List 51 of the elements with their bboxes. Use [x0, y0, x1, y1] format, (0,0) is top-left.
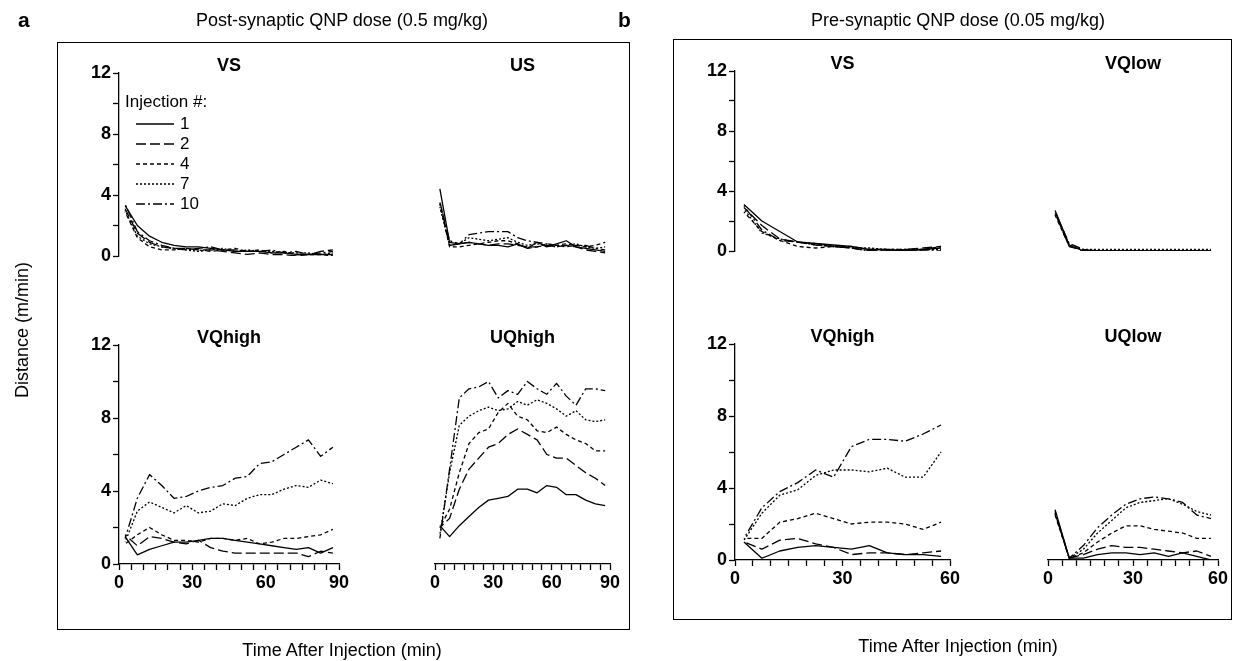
y-tick-label: 8	[100, 122, 111, 143]
text: b	[618, 8, 631, 32]
y-tick-label: 8	[100, 406, 111, 427]
x-tick-label: 0	[729, 567, 741, 588]
x-axis-title: Time After Injection (min)	[858, 636, 1058, 657]
chart-title: VQhigh	[810, 325, 875, 346]
chart-title: VQlow	[1104, 52, 1162, 73]
x-tick-label: 60	[939, 567, 961, 588]
y-tick-label: 12	[90, 333, 111, 354]
y-tick-label: 12	[706, 332, 727, 353]
text: a	[18, 8, 30, 32]
y-tick-label: 4	[716, 476, 727, 497]
legend-label: 10	[180, 193, 199, 213]
x-tick-label: 30	[182, 571, 203, 592]
y-tick-label: 8	[716, 404, 727, 425]
chart-title: VQhigh	[197, 326, 261, 347]
legend-label: 1	[180, 113, 190, 133]
y-tick-label: 0	[100, 552, 111, 573]
y-tick-label: 0	[100, 244, 111, 265]
y-tick-label: 8	[716, 119, 727, 140]
x-tick-label: 60	[255, 571, 276, 592]
x-axis-title: Time After Injection (min)	[242, 640, 442, 661]
y-axis-title: Distance (m/min)	[11, 261, 33, 399]
y-tick-label: 4	[716, 179, 727, 200]
chart-title: US	[509, 54, 536, 75]
x-tick-label: 0	[1042, 567, 1054, 588]
y-tick-label: 0	[716, 239, 727, 260]
legend-label: 2	[180, 133, 190, 153]
legend-label: 4	[180, 153, 190, 173]
chart-title: VS	[830, 52, 855, 73]
y-tick-label: 12	[90, 61, 111, 82]
x-tick-label: 60	[541, 571, 562, 592]
chart-title: UQlow	[1104, 325, 1163, 346]
y-tick-label: 12	[706, 59, 727, 80]
legend-title: Injection #:	[125, 91, 208, 111]
text: Post-synaptic QNP dose (0.5 mg/kg)	[196, 10, 488, 31]
y-tick-label: 0	[716, 548, 727, 569]
chart-title: VS	[216, 54, 242, 75]
y-tick-label: 4	[100, 479, 111, 500]
x-tick-label: 90	[328, 571, 350, 592]
x-tick-label: 30	[832, 567, 853, 588]
x-tick-label: 30	[1122, 567, 1144, 588]
chart-title: UQhigh	[490, 326, 555, 347]
text: Pre-synaptic QNP dose (0.05 mg/kg)	[811, 10, 1105, 31]
x-tick-label: 0	[429, 571, 441, 592]
x-tick-label: 90	[599, 571, 621, 592]
x-tick-label: 60	[1207, 567, 1229, 588]
x-tick-label: 30	[483, 571, 504, 592]
legend-label: 7	[180, 173, 190, 193]
x-tick-label: 0	[113, 571, 125, 592]
y-tick-label: 4	[100, 183, 111, 204]
